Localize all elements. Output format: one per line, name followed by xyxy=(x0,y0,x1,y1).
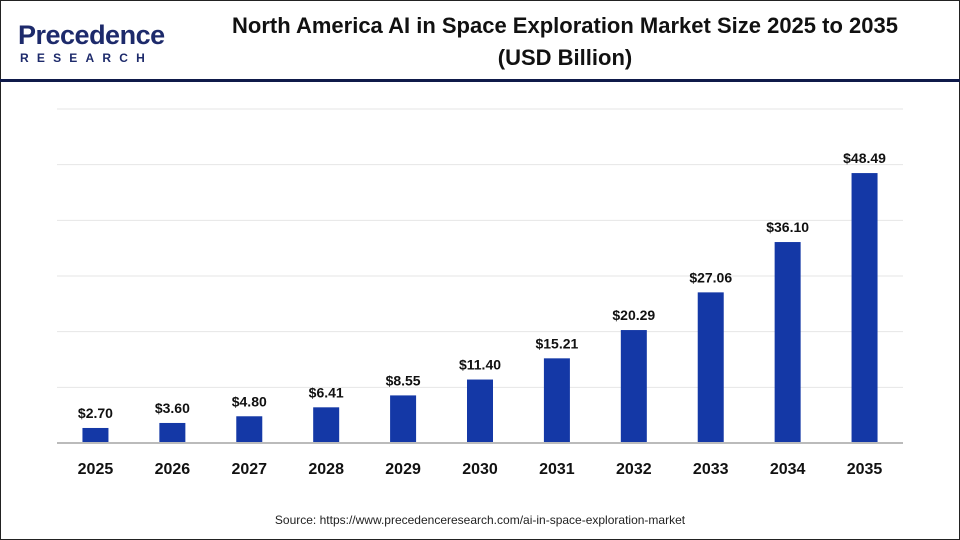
logo-main-text: Precedence xyxy=(18,20,165,50)
x-tick-label-2029: 2029 xyxy=(385,461,421,478)
x-tick-label-2025: 2025 xyxy=(78,461,114,478)
bar-2030 xyxy=(467,379,493,443)
bar-2029 xyxy=(390,395,417,443)
x-tick-label-2031: 2031 xyxy=(539,461,575,478)
bar-2028 xyxy=(313,407,340,443)
data-label-2032: $20.29 xyxy=(612,307,655,323)
data-label-2031: $15.21 xyxy=(535,335,578,351)
data-label-2034: $36.10 xyxy=(766,219,809,235)
chart-title: North America AI in Space Exploration Ma… xyxy=(180,10,950,74)
x-tick-label-2032: 2032 xyxy=(616,461,652,478)
logo-sub-text: RESEARCH xyxy=(20,51,153,65)
data-label-2026: $3.60 xyxy=(155,400,190,416)
data-label-2027: $4.80 xyxy=(232,393,267,409)
bar-2032 xyxy=(620,330,647,443)
data-label-2028: $6.41 xyxy=(309,384,344,400)
data-label-2029: $8.55 xyxy=(386,372,421,388)
bar-2033 xyxy=(697,292,724,443)
bar-2025 xyxy=(82,427,109,443)
x-tick-label-2034: 2034 xyxy=(770,461,806,478)
data-label-2030: $11.40 xyxy=(459,357,501,373)
chart-title-line1: North America AI in Space Exploration Ma… xyxy=(232,13,898,38)
bar-2035 xyxy=(851,173,878,443)
x-tick-label-2028: 2028 xyxy=(308,461,344,478)
bar-2031 xyxy=(543,358,570,443)
x-tick-label-2030: 2030 xyxy=(462,461,498,478)
x-tick-label-2035: 2035 xyxy=(847,461,883,478)
bar-2026 xyxy=(159,422,186,443)
chart-title-line2: (USD Billion) xyxy=(497,45,633,70)
data-label-2025: $2.70 xyxy=(78,405,113,421)
data-label-2033: $27.06 xyxy=(689,269,732,285)
bar-2034 xyxy=(774,242,801,443)
header: Precedence RESEARCH North America AI in … xyxy=(0,0,960,82)
bar-2027 xyxy=(236,416,263,443)
x-tick-label-2027: 2027 xyxy=(231,461,267,478)
x-tick-label-2026: 2026 xyxy=(155,461,191,478)
data-label-2035: $48.49 xyxy=(843,150,886,166)
source-text: Source: https://www.precedenceresearch.c… xyxy=(274,513,686,527)
precedence-research-logo: Precedence RESEARCH xyxy=(18,20,165,65)
x-tick-label-2033: 2033 xyxy=(693,461,729,478)
